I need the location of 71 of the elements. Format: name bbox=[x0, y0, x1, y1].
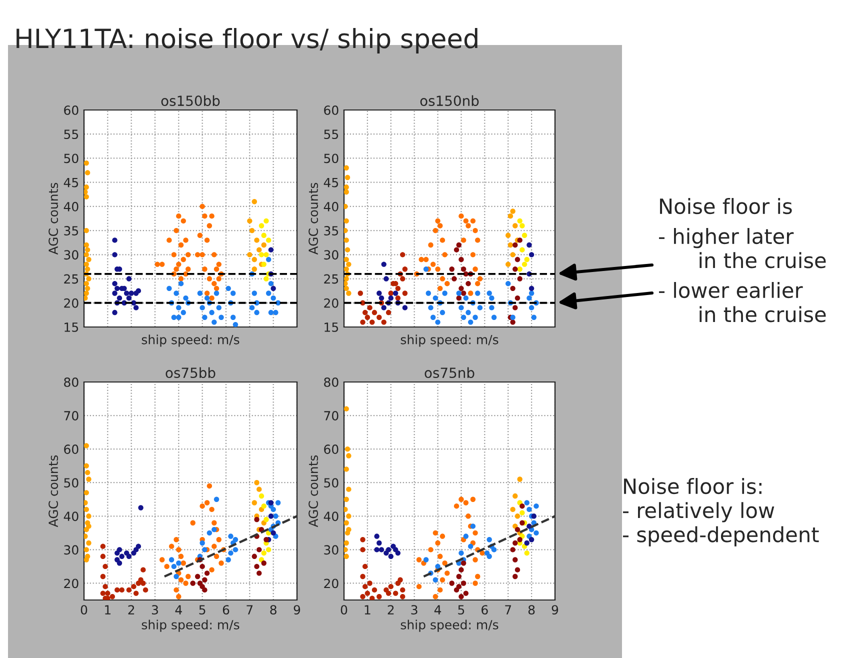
y-tick-label: 55 bbox=[324, 130, 338, 140]
x-tick-label: 7 bbox=[505, 605, 512, 614]
x-axis-title: ship speed: m/s bbox=[142, 620, 240, 632]
x-tick-label: 0 bbox=[340, 605, 348, 615]
x-tick-label: 4 bbox=[175, 605, 182, 614]
y-tick-label: 25 bbox=[324, 274, 338, 284]
y-tick-label: 80 bbox=[64, 377, 78, 387]
y-tick-label: 30 bbox=[64, 545, 78, 555]
y-tick-label: 60 bbox=[324, 105, 338, 115]
x-tick-label: 8 bbox=[528, 605, 535, 615]
x-tick-label: 2 bbox=[388, 605, 394, 614]
x-tick-label: 4 bbox=[434, 605, 442, 614]
y-tick-label: 50 bbox=[64, 478, 78, 488]
y-tick-label: 40 bbox=[324, 202, 338, 212]
y-tick-label: 25 bbox=[64, 274, 78, 284]
x-tick-label: 9 bbox=[552, 605, 558, 615]
y-axis-title: AGC counts bbox=[308, 182, 318, 255]
text: Noise floor is: - relatively low - speed-dependent bbox=[623, 478, 819, 546]
y-tick-label: 55 bbox=[64, 130, 78, 140]
y-tick-label: 50 bbox=[324, 478, 338, 488]
chart-title: os150bb bbox=[161, 95, 220, 106]
y-tick-label: 45 bbox=[64, 178, 78, 188]
y-tick-label: 60 bbox=[64, 444, 78, 454]
y-tick-label: 35 bbox=[64, 226, 78, 236]
x-tick-label: 3 bbox=[411, 605, 418, 615]
y-tick-label: 30 bbox=[324, 250, 338, 260]
y-tick-label: 60 bbox=[324, 444, 338, 454]
x-tick-label: 1 bbox=[364, 605, 370, 614]
y-tick-label: 30 bbox=[64, 250, 78, 260]
y-tick-label: 45 bbox=[324, 178, 338, 188]
chart-title: os150nb bbox=[420, 95, 479, 106]
x-tick-label: 5 bbox=[458, 605, 464, 615]
y-tick-label: 15 bbox=[324, 322, 338, 332]
y-tick-label: 60 bbox=[64, 105, 78, 115]
chart-title: os75nb bbox=[424, 367, 474, 378]
x-tick-label: 6 bbox=[222, 605, 230, 615]
x-axis-title: ship speed: m/s bbox=[400, 620, 498, 632]
y-tick-label: 70 bbox=[64, 411, 78, 420]
x-tick-label: 1 bbox=[105, 605, 110, 614]
x-tick-label: 9 bbox=[294, 605, 300, 615]
x-tick-label: 7 bbox=[246, 605, 253, 614]
y-tick-label: 20 bbox=[64, 578, 78, 588]
y-tick-label: 15 bbox=[64, 322, 78, 332]
y-tick-label: 30 bbox=[324, 545, 338, 555]
x-tick-label: 0 bbox=[80, 605, 88, 615]
y-tick-label: 35 bbox=[324, 226, 338, 236]
x-tick-label: 5 bbox=[199, 605, 206, 615]
x-tick-label: 8 bbox=[270, 605, 276, 615]
y-tick-label: 20 bbox=[324, 578, 338, 588]
text: - lower earlier in the cruise bbox=[659, 282, 826, 322]
y-axis-title: AGC counts bbox=[48, 182, 58, 255]
x-tick-label: 2 bbox=[128, 605, 134, 614]
y-axis-title: AGC counts bbox=[48, 455, 58, 528]
chart-title: os75bb bbox=[166, 367, 216, 378]
x-tick-label: 3 bbox=[152, 605, 158, 615]
x-axis-title: ship speed: m/s bbox=[400, 334, 498, 347]
y-axis-title: AGC counts bbox=[308, 455, 318, 528]
y-tick-label: 40 bbox=[64, 202, 78, 212]
y-tick-label: 50 bbox=[64, 154, 78, 164]
y-tick-label: 20 bbox=[64, 298, 78, 308]
y-tick-label: 40 bbox=[324, 512, 338, 522]
text: Noise floor is bbox=[660, 198, 792, 214]
y-tick-label: 20 bbox=[324, 298, 338, 308]
x-axis-title: ship speed: m/s bbox=[142, 334, 240, 347]
y-tick-label: 70 bbox=[324, 411, 338, 420]
y-tick-label: 80 bbox=[324, 377, 338, 387]
y-tick-label: 40 bbox=[64, 512, 78, 522]
text: - higher later in the cruise bbox=[659, 228, 826, 268]
y-tick-label: 50 bbox=[324, 154, 338, 164]
x-tick-label: 6 bbox=[482, 605, 488, 615]
text: HLY11TA: noise floor vs/ ship speed bbox=[16, 28, 478, 54]
